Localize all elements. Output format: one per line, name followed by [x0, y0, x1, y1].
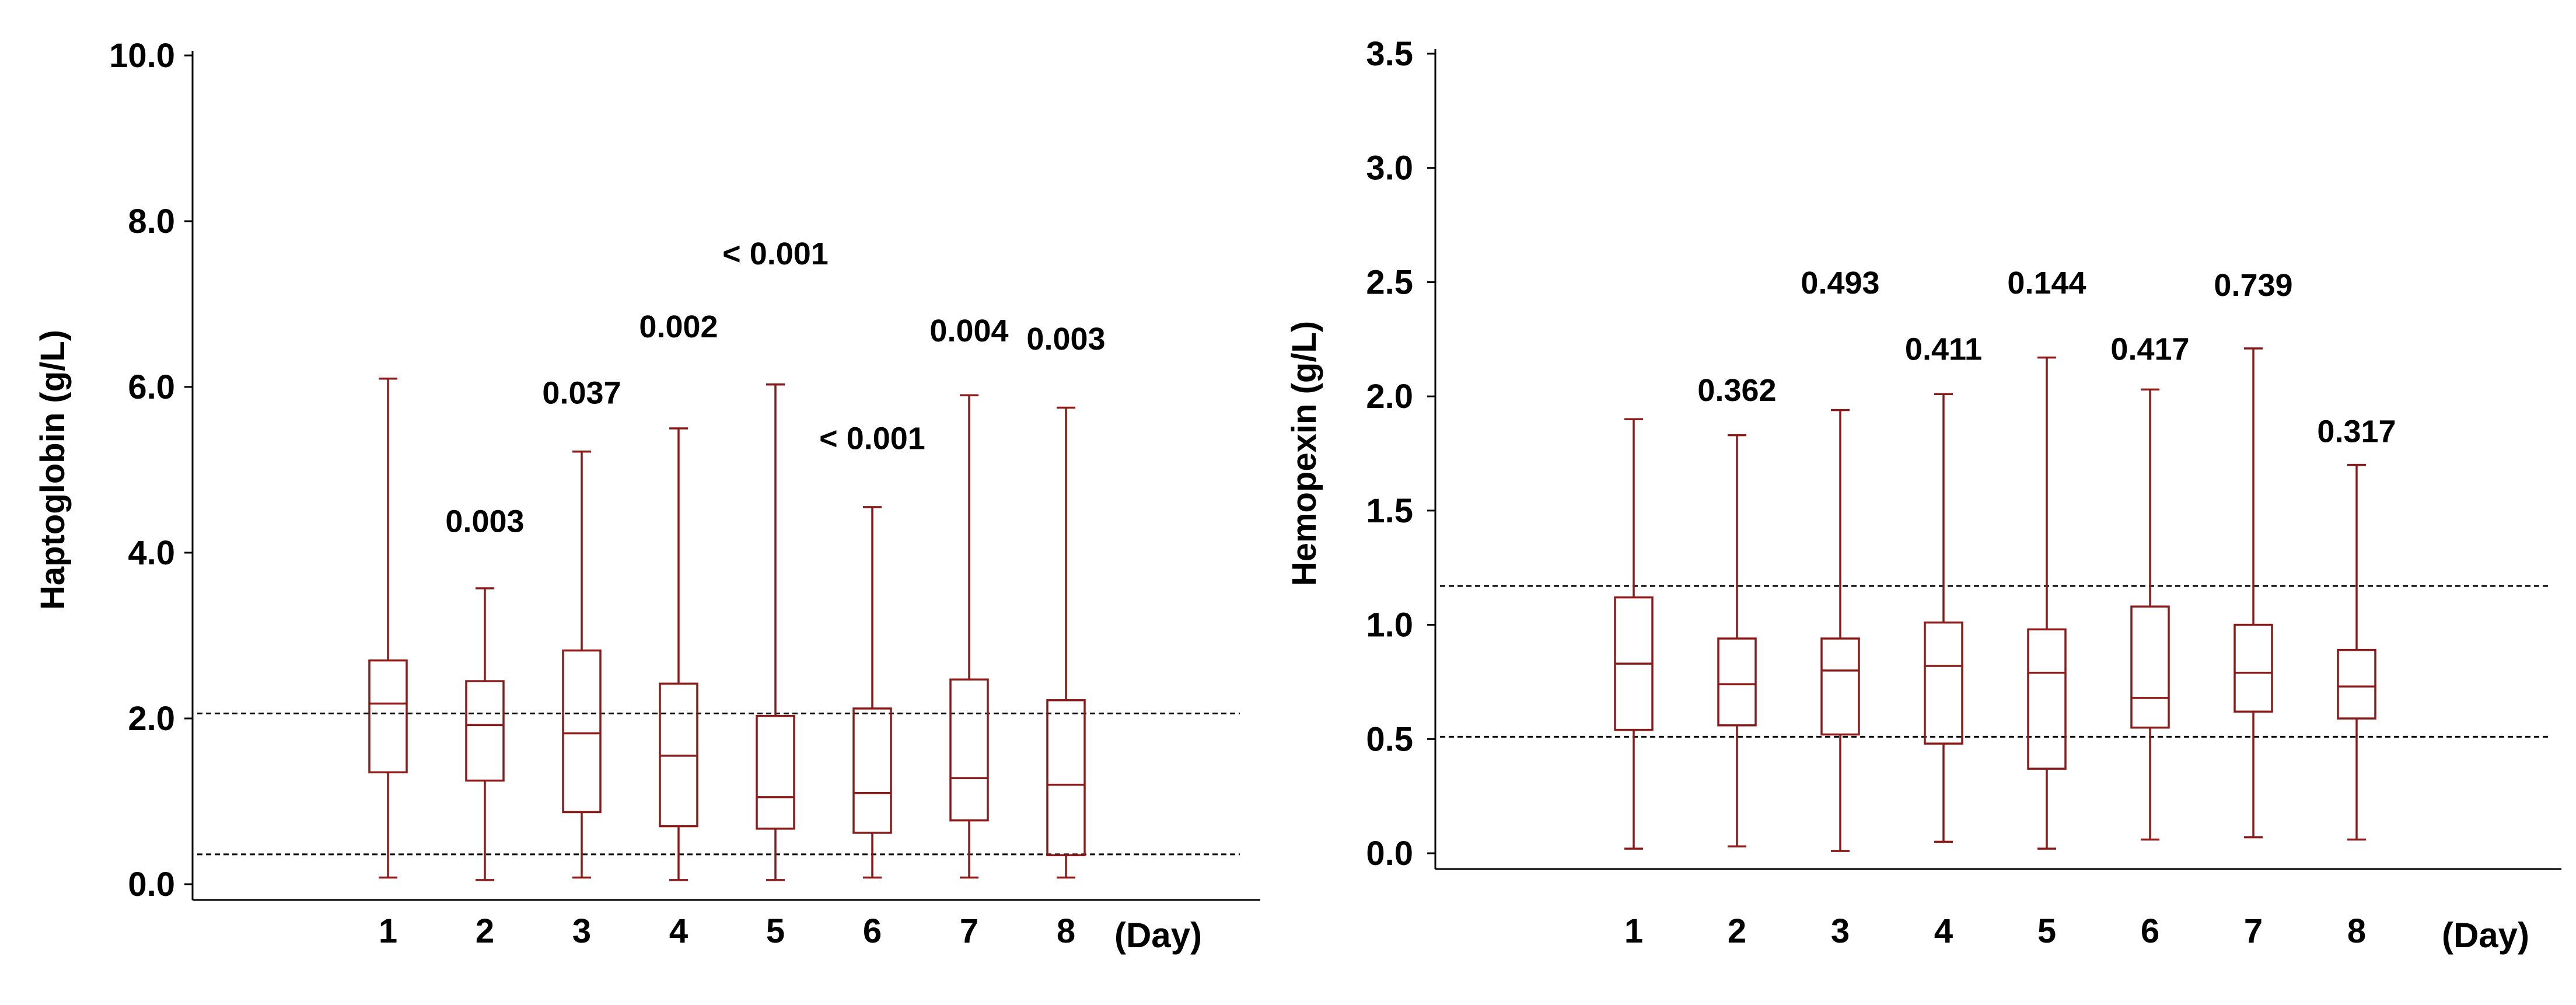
box-iqr [2130, 605, 2170, 729]
box-iqr [852, 707, 892, 834]
box-iqr [465, 680, 505, 782]
x-tick-label: 2 [476, 912, 494, 950]
p-value-label: 0.417 [2110, 332, 2189, 367]
y-tick-label: 0.0 [1366, 835, 1413, 873]
x-tick-label: 1 [379, 912, 397, 950]
p-value-label: 0.317 [2317, 414, 2396, 449]
y-axis-title: Haptoglobin (g/L) [34, 330, 72, 610]
p-value-label: 0.144 [2007, 266, 2086, 301]
p-value-label: 0.493 [1801, 266, 1879, 301]
x-tick-label: 6 [863, 912, 882, 950]
x-tick-label: 4 [1934, 912, 1953, 950]
y-tick-label: 0.0 [128, 866, 175, 903]
y-tick-label: 2.0 [1366, 378, 1413, 416]
p-value-label: 0.002 [639, 309, 718, 344]
x-tick-label: 8 [2347, 912, 2366, 950]
x-tick-label: 3 [572, 912, 591, 950]
x-tick-label: 3 [1831, 912, 1850, 950]
box-iqr [1046, 699, 1086, 857]
y-tick-label: 3.5 [1366, 35, 1413, 73]
box-iqr [1820, 637, 1860, 736]
x-tick-label: 7 [2244, 912, 2263, 950]
x-tick-label: 2 [1728, 912, 1746, 950]
box-iqr [368, 659, 408, 774]
x-tick-label: 4 [669, 912, 688, 950]
p-value-label: 0.004 [929, 313, 1008, 348]
p-value-label: 0.411 [1905, 332, 1982, 367]
y-tick-label: 8.0 [128, 203, 175, 240]
x-tick-label: 5 [766, 912, 785, 950]
box-iqr [2234, 623, 2273, 713]
box-iqr [2027, 628, 2067, 770]
y-tick-label: 10.0 [109, 37, 175, 75]
box-iqr [756, 714, 795, 830]
y-tick-label: 2.0 [128, 700, 175, 738]
p-value-label: < 0.001 [819, 421, 925, 456]
box-iqr [2337, 648, 2376, 720]
x-tick-label: 1 [1624, 912, 1643, 950]
x-tick-label: 8 [1057, 912, 1075, 950]
box-iqr [1924, 621, 1963, 745]
y-tick-label: 4.0 [128, 534, 175, 572]
p-value-label: 0.003 [445, 504, 524, 539]
y-tick-label: 0.5 [1366, 720, 1413, 758]
y-tick-label: 1.0 [1366, 606, 1413, 644]
box-iqr [1717, 637, 1757, 727]
y-tick-label: 1.5 [1366, 492, 1413, 530]
y-tick-label: 2.5 [1366, 263, 1413, 301]
y-tick-label: 3.0 [1366, 149, 1413, 187]
box-iqr [949, 678, 989, 822]
x-axis-unit: (Day) [1114, 916, 1202, 955]
x-tick-label: 7 [960, 912, 978, 950]
x-tick-label: 5 [2037, 912, 2056, 950]
x-axis-unit: (Day) [2442, 916, 2529, 955]
p-value-label: 0.037 [542, 375, 621, 410]
y-axis-title: Hemopexin (g/L) [1285, 321, 1323, 586]
box-iqr [562, 649, 602, 814]
y-tick-label: 6.0 [128, 368, 175, 406]
p-value-label: 0.362 [1697, 373, 1776, 408]
p-value-label: 0.003 [1026, 322, 1105, 357]
x-tick-label: 6 [2141, 912, 2159, 950]
p-value-label: 0.739 [2214, 268, 2292, 303]
p-value-label: < 0.001 [722, 236, 829, 271]
